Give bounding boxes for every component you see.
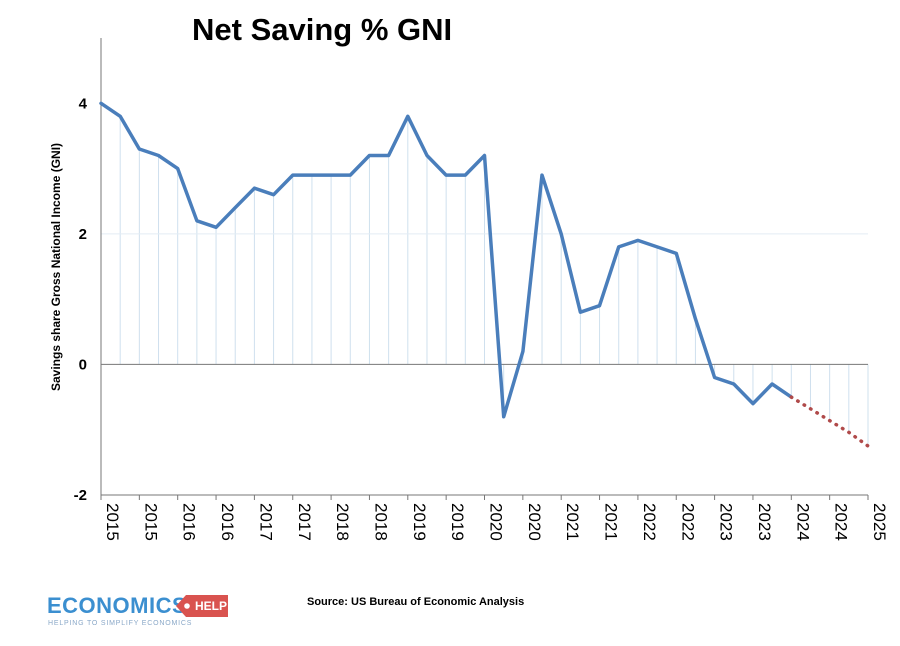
x-tick-labels: 2015 2015 2016 2016 2017 2017 2018 2018 2019 2019… — [103, 503, 889, 541]
x-tick-label: 2015 — [141, 503, 160, 541]
logo-word: ECONOMICS — [47, 593, 188, 618]
x-tick-label: 2016 — [180, 503, 199, 541]
x-tick-label: 2020 — [525, 503, 544, 541]
x-tick-label: 2022 — [640, 503, 659, 541]
x-tick-label: 2018 — [333, 503, 352, 541]
x-tick-label: 2017 — [256, 503, 275, 541]
x-tick-label: 2017 — [295, 503, 314, 541]
series-layer — [99, 101, 870, 448]
logo-slogan: HELPING TO SIMPLIFY ECONOMICS — [48, 620, 193, 627]
logo-tag-text: HELP — [195, 599, 228, 613]
x-tick-label: 2018 — [371, 503, 390, 541]
source-note: Source: US Bureau of Economic Analysis — [307, 596, 525, 608]
x-tick-label: 2021 — [602, 503, 621, 541]
chart-title: Net Saving % GNI — [192, 12, 453, 47]
x-tick-label: 2024 — [832, 503, 851, 541]
x-tick-label: 2019 — [410, 503, 429, 541]
x-tick-label: 2024 — [793, 503, 812, 541]
tag-icon — [176, 595, 228, 617]
x-tick-label: 2021 — [563, 503, 582, 541]
y-tick-label: 4 — [79, 95, 88, 112]
x-tick-label: 2016 — [218, 503, 237, 541]
x-tick-label: 2015 — [103, 503, 122, 541]
x-tick-label: 2020 — [487, 503, 506, 541]
y-tick-label: 2 — [79, 226, 87, 243]
x-tick-label: 2019 — [448, 503, 467, 541]
economics-help-logo[interactable]: ECONOMICS HELP HELPING TO SIMPLIFY ECONO… — [47, 593, 237, 633]
y-tick-label: 0 — [79, 356, 87, 373]
y-tick-labels: -2 0 2 4 — [74, 95, 88, 504]
y-axis-label: Savings share Gross National Income (GNI… — [49, 143, 63, 391]
x-tick-label: 2025 — [870, 503, 889, 541]
x-tick-label: 2022 — [678, 503, 697, 541]
y-tick-label: -2 — [74, 487, 87, 504]
x-tick-label: 2023 — [755, 503, 774, 541]
axes — [100, 38, 869, 500]
x-tick-label: 2023 — [717, 503, 736, 541]
